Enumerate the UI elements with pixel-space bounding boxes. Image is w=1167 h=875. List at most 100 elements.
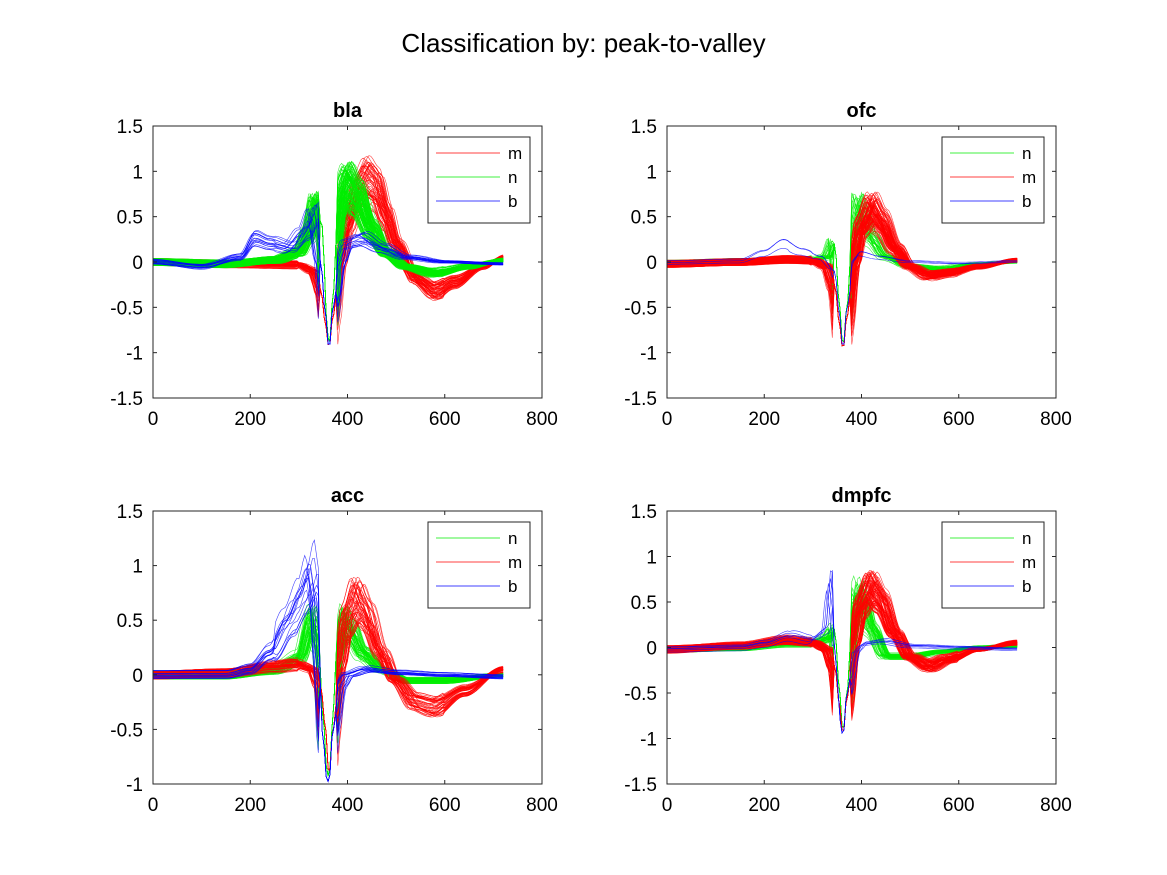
waveform-n (667, 217, 1018, 343)
legend-label-b: b (508, 192, 517, 211)
waveform-m (667, 203, 1018, 347)
waveform-m (667, 589, 1018, 731)
waveform-m (667, 201, 1018, 347)
waveform-m (667, 600, 1018, 731)
waveform-m (667, 217, 1018, 347)
y-tick-label: -1 (640, 344, 657, 365)
waveform-m (667, 214, 1018, 347)
y-tick-label: -0.5 (624, 298, 657, 319)
waveform-m (667, 601, 1018, 731)
legend: nmb (941, 136, 1045, 224)
waveform-m (667, 207, 1018, 347)
legend: nmb (941, 521, 1045, 609)
waveform-m (667, 216, 1018, 347)
waveform-n (667, 594, 1018, 729)
waveform-m (667, 217, 1018, 347)
waveform-m (667, 223, 1018, 347)
series-group (153, 539, 504, 783)
waveform-m (667, 221, 1018, 347)
waveform-n (667, 606, 1018, 729)
y-tick-label: -1.5 (624, 389, 657, 410)
waveform-b (153, 591, 504, 783)
waveform-m (667, 223, 1018, 347)
waveform-n (667, 598, 1018, 729)
y-tick-label: 0.5 (631, 593, 657, 614)
waveform-m (667, 202, 1018, 347)
waveform-m (667, 590, 1018, 731)
waveform-m (667, 589, 1018, 731)
y-tick-label: 0 (646, 639, 657, 660)
waveform-m (667, 213, 1018, 347)
waveform-m (667, 207, 1018, 347)
x-tick-label: 0 (148, 409, 159, 430)
waveform-n (153, 638, 504, 777)
subplot-bla: 0 200 400 600 800 -1.5 -1 -0.5 0 0.5 1 1.5 bla mnb (110, 100, 558, 430)
waveform-m (667, 604, 1018, 731)
waveform-m (667, 213, 1018, 347)
legend-label-b: b (1022, 192, 1031, 211)
waveform-m (667, 204, 1018, 347)
waveform-n (667, 595, 1018, 729)
legend-label-m: m (1022, 553, 1036, 572)
waveform-n (667, 220, 1018, 343)
waveform-n (667, 595, 1018, 729)
waveform-m (153, 596, 504, 772)
waveform-m (667, 215, 1018, 347)
waveform-m (667, 219, 1018, 347)
waveform-m (667, 601, 1018, 731)
waveform-m (667, 220, 1018, 347)
waveform-n (667, 589, 1018, 729)
x-tick-label: 0 (662, 409, 673, 430)
waveform-m (153, 609, 504, 772)
subplot-title: acc (331, 485, 364, 507)
x-tick-label: 600 (429, 795, 461, 816)
legend-label-m: m (508, 144, 522, 163)
x-tick-label: 0 (148, 795, 159, 816)
waveform-m (153, 601, 504, 772)
legend-label-b: b (1022, 577, 1031, 596)
subplot-title: dmpfc (832, 485, 892, 507)
waveform-m (667, 205, 1018, 347)
waveform-n (667, 597, 1018, 729)
x-tick-label: 200 (748, 409, 780, 430)
x-tick-label: 400 (332, 795, 364, 816)
waveform-n (667, 602, 1018, 729)
waveform-m (667, 221, 1018, 347)
waveform-m (153, 601, 504, 772)
x-tick-label: 400 (846, 795, 878, 816)
waveform-b (153, 205, 504, 345)
waveform-b (667, 607, 1018, 734)
y-tick-label: 1 (646, 162, 657, 183)
waveform-b (153, 589, 504, 783)
waveform-b (667, 583, 1018, 734)
waveform-m (153, 598, 504, 772)
waveform-m (667, 592, 1018, 731)
waveform-m (667, 223, 1018, 347)
y-tick-label: -1 (126, 344, 143, 365)
waveform-m (667, 204, 1018, 347)
waveform-m (667, 203, 1018, 347)
waveform-n (667, 594, 1018, 729)
waveform-m (667, 599, 1018, 731)
waveform-n (667, 214, 1018, 343)
waveform-m (667, 595, 1018, 731)
waveform-n (667, 212, 1018, 343)
waveform-n (667, 597, 1018, 729)
legend-label-n: n (508, 529, 517, 548)
waveform-m (667, 221, 1018, 347)
waveform-m (667, 203, 1018, 347)
series-b (153, 201, 504, 345)
waveform-n (667, 599, 1018, 729)
waveform-n (667, 213, 1018, 343)
waveform-n (667, 591, 1018, 729)
waveform-m (667, 216, 1018, 347)
x-tick-label: 200 (748, 795, 780, 816)
waveform-n (153, 205, 504, 344)
waveform-m (667, 591, 1018, 731)
waveform-m (667, 602, 1018, 731)
waveform-b (667, 248, 1018, 345)
waveform-m (153, 606, 504, 772)
waveform-m (667, 592, 1018, 731)
series-b (667, 238, 1018, 345)
